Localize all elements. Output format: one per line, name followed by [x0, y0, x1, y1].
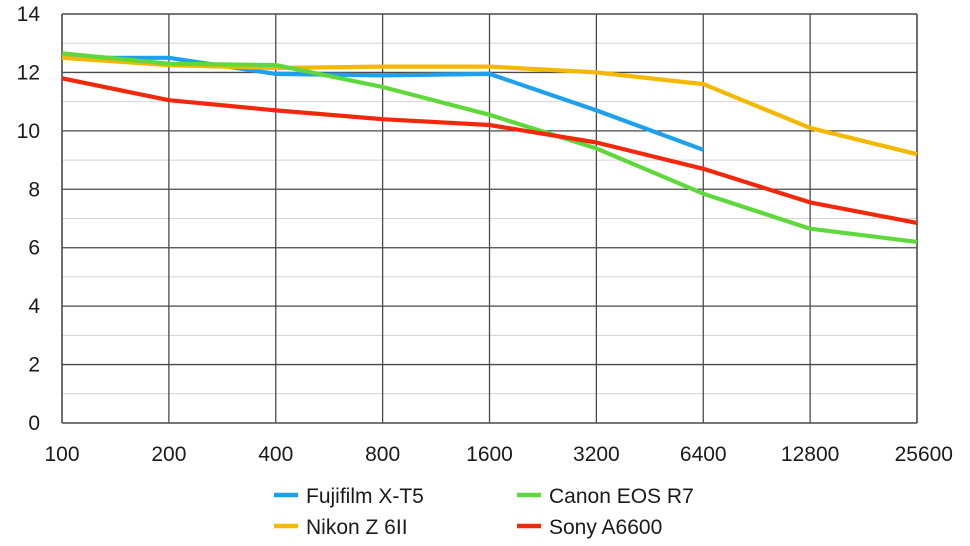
- series-line-sony-a6600: [61, 76, 918, 225]
- x-tick-label: 400: [258, 443, 293, 466]
- y-tick-label: 8: [28, 178, 40, 201]
- x-tick-label: 6400: [680, 443, 727, 466]
- legend-label: Fujifilm X-T5: [306, 485, 424, 508]
- x-tick-label: 100: [44, 443, 79, 466]
- y-tick-label: 4: [28, 295, 40, 318]
- x-tick-label: 1600: [466, 443, 513, 466]
- legend-item: Canon EOS R7: [517, 485, 694, 508]
- x-tick-label: 25600: [895, 443, 953, 466]
- x-tick-label: 3200: [573, 443, 620, 466]
- y-tick-label: 14: [17, 3, 41, 26]
- x-tick-label: 200: [151, 443, 186, 466]
- series-line-canon-eos-r7: [61, 51, 918, 244]
- legend: Fujifilm X-T5 Nikon Z 6II Canon EOS R7 Sony…: [274, 485, 694, 539]
- legend-item: Sony A6600: [517, 516, 662, 539]
- legend-label: Sony A6600: [549, 516, 662, 539]
- series-line-fujifilm-x-t5: [62, 55, 705, 152]
- series-lines: [61, 51, 918, 244]
- y-tick-label: 10: [17, 120, 40, 143]
- x-tick-label: 800: [365, 443, 400, 466]
- legend-item: Nikon Z 6II: [274, 516, 408, 539]
- legend-label: Canon EOS R7: [549, 485, 694, 508]
- y-tick-label: 6: [28, 237, 40, 260]
- y-tick-label: 0: [28, 412, 40, 435]
- x-tick-label: 12800: [781, 443, 839, 466]
- x-axis-ticks: 100 200 400 800 1600 3200 6400 12800 25600: [44, 443, 953, 466]
- y-tick-label: 2: [28, 354, 40, 377]
- legend-item: Fujifilm X-T5: [274, 485, 424, 508]
- y-axis-ticks: 0 2 4 6 8 10 12 14: [17, 3, 41, 435]
- y-tick-label: 12: [17, 61, 40, 84]
- legend-label: Nikon Z 6II: [306, 516, 408, 539]
